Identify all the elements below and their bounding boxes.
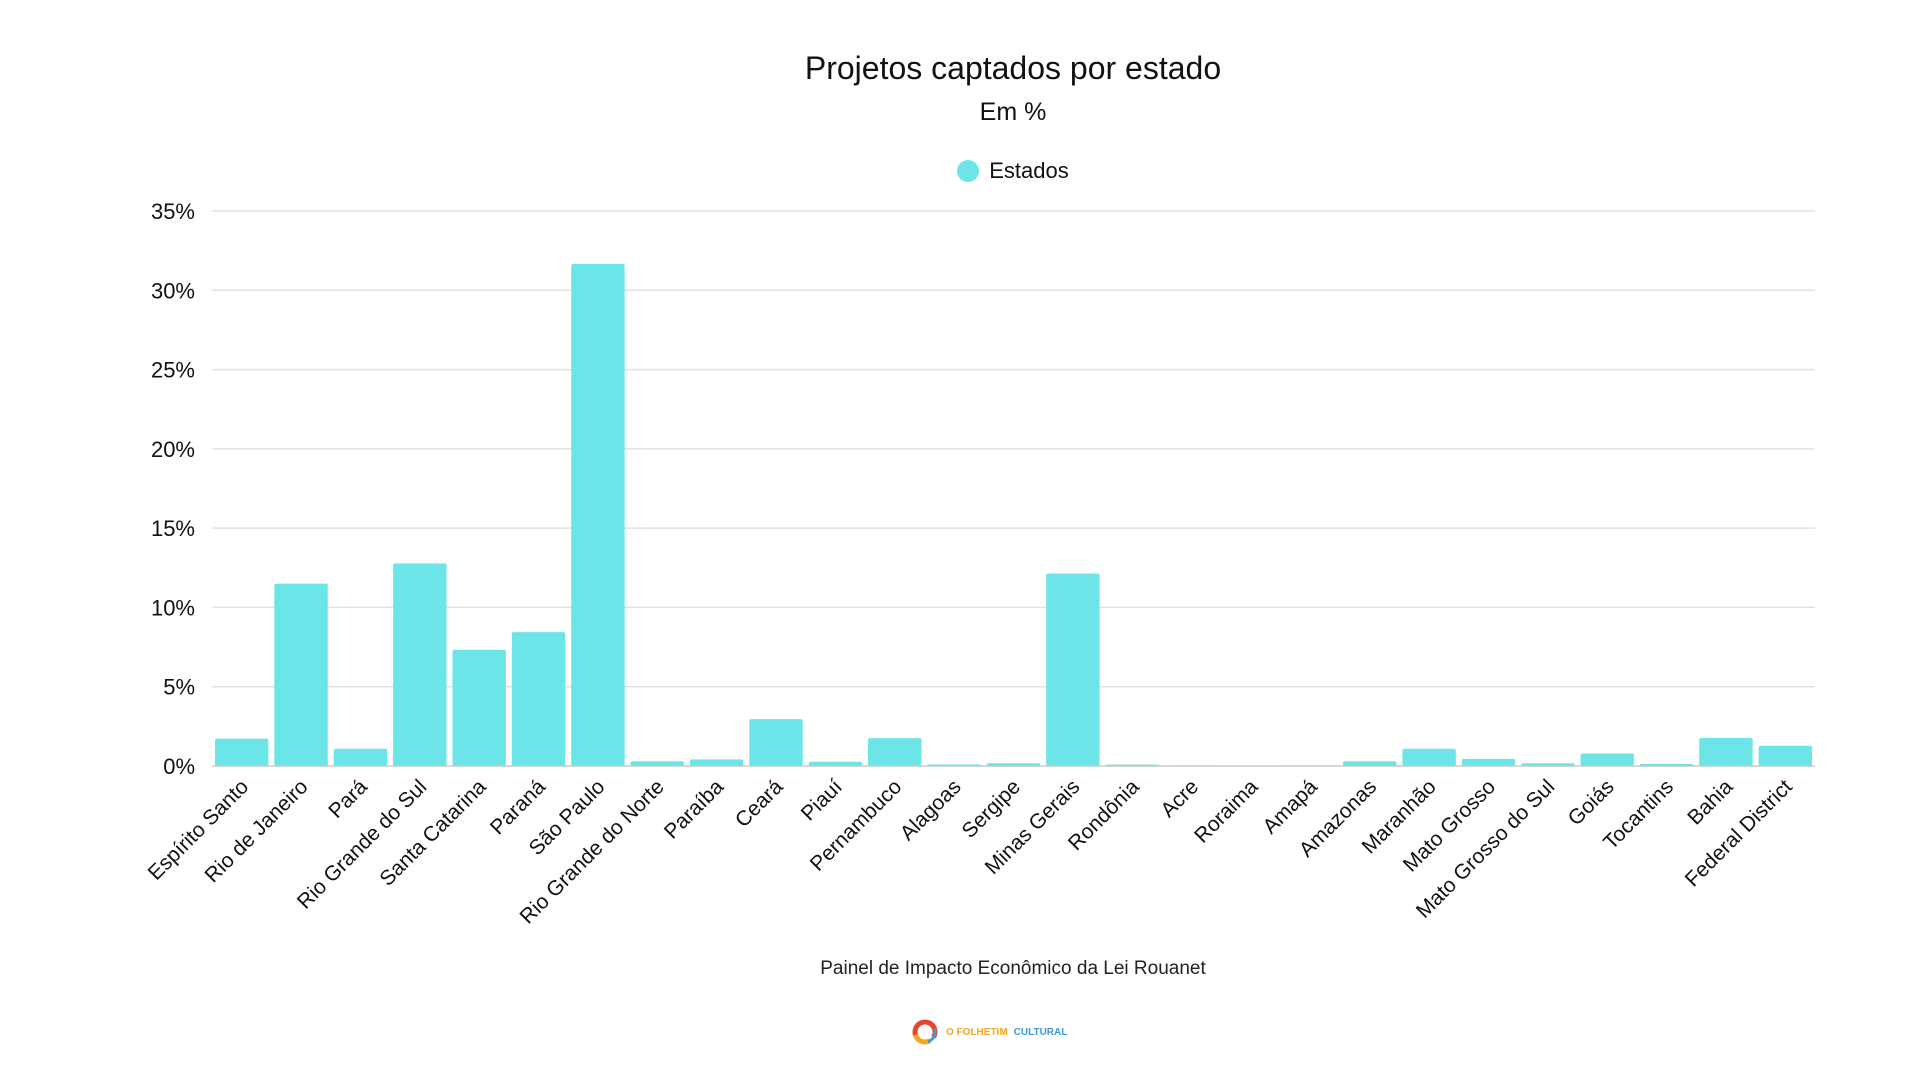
x-tick-label: Espírito Santo [144,775,254,885]
bar[interactable] [333,748,388,766]
chart-title: Projetos captados por estado [804,50,1222,86]
y-tick-label: 30% [151,278,195,303]
bar[interactable] [274,583,328,766]
y-tick-label: 35% [151,199,195,224]
bars [214,263,1813,766]
bar[interactable] [927,764,981,766]
bar[interactable] [1402,748,1456,766]
x-tick-label: Santa Catarina [375,775,491,891]
x-tick-label: Alagoas [896,775,966,845]
x-tick-label: Federal District [1681,775,1797,891]
source-caption: Painel de Impacto Econômico da Lei Rouan… [820,958,1206,979]
legend-swatch [957,160,980,182]
bar[interactable] [868,738,922,766]
logo-text-folhetim: O FOLHETIM [946,1026,1008,1038]
bar[interactable] [630,761,684,766]
bar[interactable] [452,649,506,766]
x-tick-label: Goiás [1564,775,1619,830]
bar[interactable] [1105,764,1159,766]
bar[interactable] [1343,761,1397,766]
logo-text-cultural: CULTURAL [1013,1026,1068,1038]
y-tick-label: 5% [163,675,195,700]
x-tick-label: Rio de Janeiro [201,775,313,887]
x-tick-label: Roraima [1190,775,1263,848]
y-axis-ticks: 0% 5% 10% 15% 20% 25% 30% 35% [151,199,195,779]
bar[interactable] [689,759,744,766]
bar[interactable] [1758,745,1813,766]
bar[interactable] [214,738,269,766]
bar[interactable] [1046,573,1100,766]
legend-label[interactable]: Estados [989,158,1069,183]
x-tick-label: Paraíba [660,775,728,843]
x-tick-label: Pará [324,775,372,823]
bar[interactable] [571,263,625,766]
x-tick-label: Bahia [1683,775,1737,829]
bar[interactable] [1580,753,1634,766]
y-tick-label: 10% [151,595,195,620]
y-tick-label: 15% [151,516,195,541]
bar[interactable] [1699,737,1753,766]
y-tick-label: 0% [163,754,195,779]
x-tick-label: Piauí [797,775,847,825]
legend: Estados [0,158,1920,184]
bar[interactable] [986,763,1041,766]
chart-subtitle: Em % [979,98,1047,126]
y-tick-label: 20% [151,437,195,462]
bar[interactable] [808,761,863,766]
x-tick-label: Acre [1156,775,1203,822]
y-tick-label: 25% [151,358,195,383]
bar[interactable] [1639,763,1694,766]
brand-logo: O FOLHETIM CULTURAL [910,1017,1067,1047]
bar[interactable] [393,563,447,766]
bar[interactable] [749,719,803,766]
x-tick-label: Ceará [731,775,788,832]
bar[interactable] [1521,763,1575,766]
bar-chart: 0% 5% 10% 15% 20% 25% 30% 35% Espírito SantoRio… [144,199,1815,929]
bar[interactable] [511,632,566,766]
logo-ring-icon [912,1019,938,1045]
bar[interactable] [1461,758,1516,766]
